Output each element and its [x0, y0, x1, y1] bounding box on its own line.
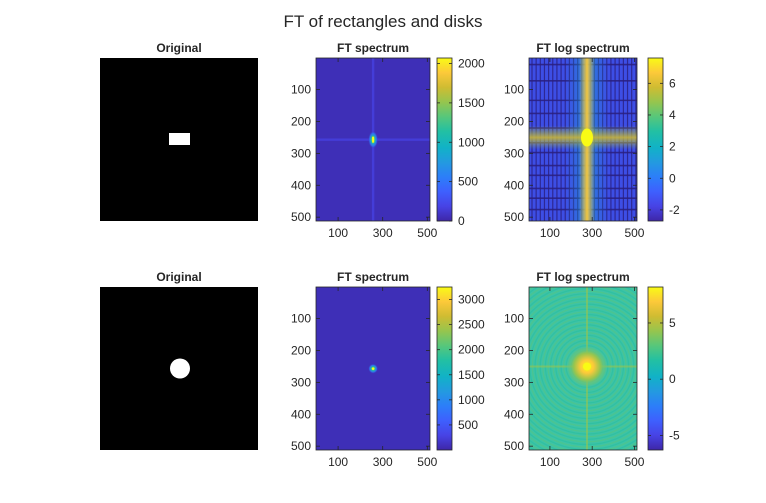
panel-r1c3-peak [581, 128, 593, 147]
panel-r2c3-colorbar-label: -5 [669, 428, 680, 442]
panel-r1c2-ytick-label: 300 [291, 146, 311, 160]
panel-r2c3-axes-box [528, 286, 638, 451]
panel-r1c2-colorbar-label: 1000 [458, 135, 485, 149]
panel-r1c2-ytick-label: 500 [291, 210, 311, 224]
panel-r2c2-ytick-label: 500 [291, 439, 311, 453]
panel-r1c2-colorbar-box [436, 57, 453, 222]
panel-r2c3-colorbar-label: 0 [669, 372, 676, 386]
panel-r1c3-axes-box [528, 57, 638, 222]
panel-r2c2-xtick-label: 300 [373, 455, 393, 469]
panel-r2c3-peak [583, 362, 591, 371]
panel-r2c3-xtick-label: 500 [624, 455, 644, 469]
panel-r1c2-colorbar-label: 1500 [458, 96, 485, 110]
panel-r1c3-ytick-label: 100 [504, 83, 524, 97]
panel-r2c2-colorbar-label: 2500 [458, 318, 485, 332]
panel-r2c2-colorbar-label: 500 [458, 418, 478, 432]
panel-r1c3-xtick-label: 300 [582, 226, 602, 240]
panel-r1c2: 100 300 500 100 200 300 400 500 0 500 1000 1500 2000… [291, 41, 485, 240]
panel-r2c3-xtick-label: 300 [582, 455, 602, 469]
panel-r1c3-xtick-label: 100 [540, 226, 560, 240]
panel-r2c3-ytick-label: 500 [504, 439, 524, 453]
panel-r2c2-colorbar [437, 287, 452, 450]
panel-r1c2-colorbar-label: 500 [458, 175, 478, 189]
panel-r1c3-image [529, 58, 637, 221]
panel-r1c3-ytick-label: 400 [504, 178, 524, 192]
panel-r2c2-colorbar-label: 2000 [458, 343, 485, 357]
panel-r1c2-ytick-label: 400 [291, 178, 311, 192]
panel-r2c3-colorbar-label: 5 [669, 316, 676, 330]
panel-r2c3-ytick-label: 300 [504, 375, 524, 389]
panel-r2c3-ytick-label: 200 [504, 343, 524, 357]
panel-r2c3-colorbar [648, 287, 663, 450]
panel-r2c3-colorbar-box [647, 286, 664, 451]
panel-r2c1: Original [100, 270, 258, 450]
panel-r2c2-colorbar-label: 1000 [458, 393, 485, 407]
panel-r2c2-axes-box [315, 286, 431, 451]
panel-r2c2-peak-core [371, 367, 375, 370]
panel-r1c3-colorbar-label: -2 [669, 203, 680, 217]
panel-r1c3-ytick-label: 200 [504, 114, 524, 128]
panel-r1c1-white-rectangle [169, 133, 190, 145]
panel-r1c2-peak-core [372, 136, 375, 143]
panel-r2c2-ytick-label: 200 [291, 343, 311, 357]
figure-title: FT of rectangles and disks [283, 12, 482, 31]
panel-r2c2-ytick-label: 400 [291, 407, 311, 421]
panel-r1c2-colorbar-label: 0 [458, 214, 465, 228]
panel-r1c3-colorbar-label: 6 [669, 76, 676, 90]
panel-r2c2-xtick-label: 100 [328, 455, 348, 469]
panel-r2c2-xtick-label: 500 [417, 455, 437, 469]
panel-r1c2-xtick-label: 500 [417, 226, 437, 240]
panel-r2c1-white-disk [170, 358, 190, 379]
panel-r2c3-title: FT log spectrum [536, 270, 629, 284]
panel-r2c2-colorbar-label: 3000 [458, 293, 485, 307]
panel-r2c3-ytick-label: 400 [504, 407, 524, 421]
panel-r1c2-xtick-label: 300 [373, 226, 393, 240]
panel-r1c3-ytick-label: 300 [504, 146, 524, 160]
panel-r2c2: 100 300 500 100 200 300 400 500 500 1000 1500 2000 2… [291, 270, 485, 469]
panel-r2c2-ytick-label: 300 [291, 375, 311, 389]
panel-r1c2-ytick-label: 100 [291, 83, 311, 97]
panel-r1c2-colorbar-label: 2000 [458, 57, 485, 71]
panel-r2c2-colorbar-box [436, 286, 453, 451]
panel-r2c3-xtick-label: 100 [540, 455, 560, 469]
panel-r1c3-colorbar-label: 4 [669, 108, 676, 122]
panel-r2c1-title: Original [156, 270, 201, 284]
panel-r1c3-colorbar-label: 2 [669, 140, 676, 154]
panel-r1c1: Original [100, 41, 258, 221]
panel-r2c3: 100 300 500 100 200 300 400 500 -5 0 5 FT log spect… [504, 270, 680, 469]
panel-r1c3-colorbar-box [647, 57, 664, 222]
panel-r2c3-ytick-label: 100 [504, 312, 524, 326]
panel-r1c3-ytick-label: 500 [504, 210, 524, 224]
panel-r1c3-title: FT log spectrum [536, 41, 629, 55]
panel-r1c1-title: Original [156, 41, 201, 55]
panel-r1c2-xtick-label: 100 [328, 226, 348, 240]
panel-r1c2-axes-box [315, 57, 431, 222]
panel-r1c3: 100 300 500 100 200 300 400 500 -2 0 2 4 6 FT log spe… [504, 41, 680, 240]
panel-r1c2-title: FT spectrum [337, 41, 409, 55]
panel-r1c2-colorbar [437, 58, 452, 221]
panel-r1c3-colorbar [648, 58, 663, 221]
panel-r1c3-xtick-label: 500 [624, 226, 644, 240]
panel-r2c2-title: FT spectrum [337, 270, 409, 284]
panel-r1c2-ytick-label: 200 [291, 114, 311, 128]
panel-r2c2-colorbar-label: 1500 [458, 368, 485, 382]
panel-r2c2-ytick-label: 100 [291, 312, 311, 326]
panel-r1c3-colorbar-label: 0 [669, 171, 676, 185]
